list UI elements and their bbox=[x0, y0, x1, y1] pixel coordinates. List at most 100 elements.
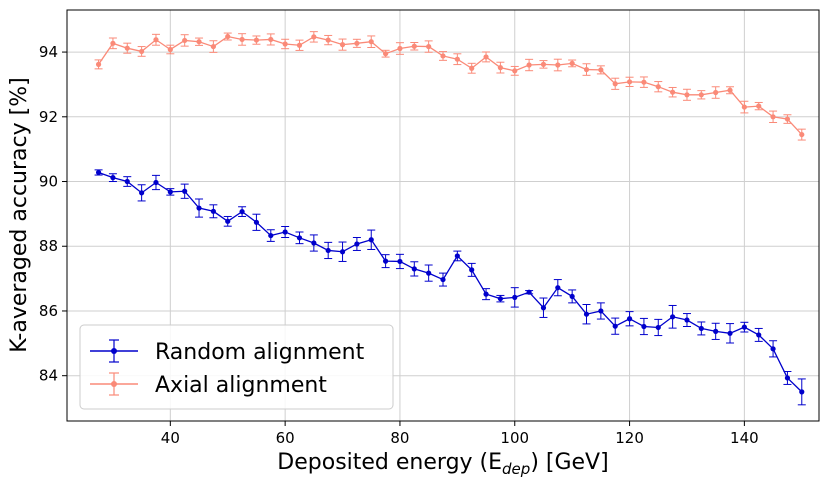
data-point bbox=[612, 81, 618, 87]
data-point bbox=[483, 291, 489, 297]
data-point bbox=[110, 175, 116, 181]
data-point bbox=[95, 169, 102, 176]
x-axis-label: Deposited energy (Edep) [GeV] bbox=[277, 450, 608, 478]
x-tick-label: 140 bbox=[730, 429, 759, 447]
data-point bbox=[512, 68, 518, 74]
data-point bbox=[598, 308, 604, 314]
data-point bbox=[626, 79, 633, 85]
data-point bbox=[311, 240, 317, 246]
data-point bbox=[411, 43, 417, 49]
data-point bbox=[784, 116, 791, 122]
data-point bbox=[598, 67, 604, 73]
data-point bbox=[756, 103, 762, 109]
data-point bbox=[339, 42, 346, 48]
data-point bbox=[296, 235, 303, 241]
x-tick-label: 40 bbox=[161, 429, 180, 447]
x-axis-label-suffix: ) [GeV] bbox=[530, 450, 608, 475]
legend-label-random: Random alignment bbox=[155, 340, 365, 365]
data-point bbox=[641, 323, 647, 330]
data-layer bbox=[94, 31, 806, 406]
data-point bbox=[210, 208, 216, 214]
data-point bbox=[655, 324, 661, 331]
data-point bbox=[253, 37, 260, 43]
legend-item-random: Random alignment bbox=[90, 339, 365, 365]
data-point bbox=[139, 48, 145, 55]
x-tick-label: 120 bbox=[615, 429, 644, 447]
data-point bbox=[282, 41, 288, 47]
data-point bbox=[153, 179, 159, 186]
data-point bbox=[282, 229, 288, 235]
data-point bbox=[512, 294, 518, 300]
data-point bbox=[727, 330, 733, 336]
data-point bbox=[182, 37, 188, 44]
series-axial bbox=[94, 31, 806, 141]
data-point bbox=[382, 51, 389, 57]
data-point bbox=[770, 346, 776, 352]
data-point bbox=[167, 46, 173, 53]
x-tick-label: 60 bbox=[276, 429, 295, 447]
data-point bbox=[354, 241, 360, 247]
data-point bbox=[626, 316, 633, 322]
data-point bbox=[397, 258, 403, 265]
data-point bbox=[368, 39, 374, 45]
legend-label-axial: Axial alignment bbox=[155, 373, 327, 398]
data-point bbox=[770, 114, 776, 120]
data-point bbox=[426, 43, 432, 50]
data-point bbox=[583, 311, 590, 317]
data-point bbox=[670, 314, 676, 320]
data-point bbox=[339, 249, 346, 255]
data-point bbox=[454, 253, 460, 259]
data-point bbox=[612, 323, 618, 329]
data-point bbox=[526, 289, 532, 295]
data-point bbox=[670, 89, 676, 95]
plot-frame bbox=[66, 9, 820, 422]
data-point bbox=[253, 219, 260, 225]
data-point bbox=[526, 62, 532, 68]
data-point bbox=[540, 61, 547, 67]
data-point bbox=[239, 209, 245, 215]
y-tick-label: 86 bbox=[39, 302, 58, 320]
data-point bbox=[497, 65, 504, 71]
data-point bbox=[95, 61, 102, 67]
data-point bbox=[454, 56, 460, 62]
data-point bbox=[153, 37, 159, 43]
data-point bbox=[540, 305, 547, 311]
data-point bbox=[555, 285, 561, 291]
data-point bbox=[497, 296, 504, 302]
data-point bbox=[440, 53, 446, 59]
x-tick-label: 80 bbox=[390, 429, 409, 447]
y-tick-label: 94 bbox=[39, 43, 58, 61]
data-point bbox=[368, 237, 374, 243]
data-point bbox=[296, 42, 303, 48]
data-point bbox=[325, 247, 331, 254]
data-point bbox=[698, 92, 704, 98]
data-point bbox=[124, 45, 130, 51]
data-point bbox=[583, 66, 590, 73]
legend: Random alignment Axial alignment bbox=[79, 324, 394, 410]
data-point bbox=[196, 205, 202, 211]
data-point bbox=[469, 267, 475, 273]
data-point bbox=[713, 328, 719, 334]
ticks: 40 60 80 100 120 140 84 86 88 90 92 94 bbox=[39, 43, 759, 447]
legend-item-axial: Axial alignment bbox=[90, 372, 327, 398]
data-point bbox=[655, 84, 661, 90]
y-tick-label: 84 bbox=[39, 367, 58, 385]
data-point bbox=[139, 190, 145, 196]
data-point bbox=[239, 36, 245, 43]
y-tick-label: 90 bbox=[39, 173, 58, 191]
data-point bbox=[268, 36, 274, 43]
data-point bbox=[555, 62, 561, 68]
x-axis-label-main: Deposited energy (E bbox=[277, 450, 502, 475]
data-point bbox=[110, 40, 116, 46]
legend-marker-random bbox=[111, 348, 117, 354]
data-point bbox=[569, 60, 575, 66]
data-point bbox=[741, 104, 747, 110]
data-point bbox=[225, 218, 231, 224]
data-point bbox=[196, 39, 202, 45]
data-point bbox=[210, 43, 216, 50]
data-point bbox=[741, 324, 747, 330]
data-point bbox=[311, 34, 317, 40]
data-point bbox=[799, 131, 805, 138]
data-point bbox=[799, 389, 805, 395]
